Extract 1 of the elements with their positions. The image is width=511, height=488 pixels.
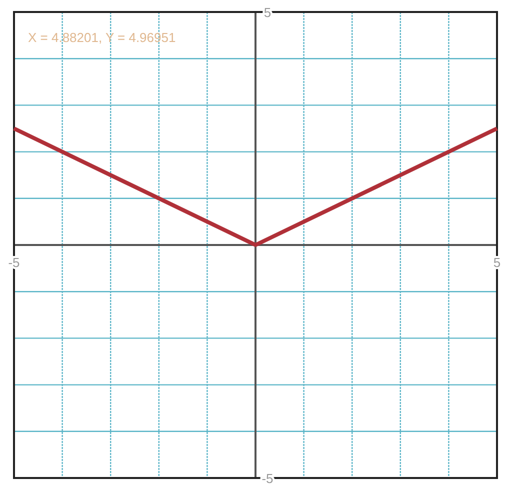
annotation: X = 4.88201, Y = 4.96951	[28, 30, 176, 45]
